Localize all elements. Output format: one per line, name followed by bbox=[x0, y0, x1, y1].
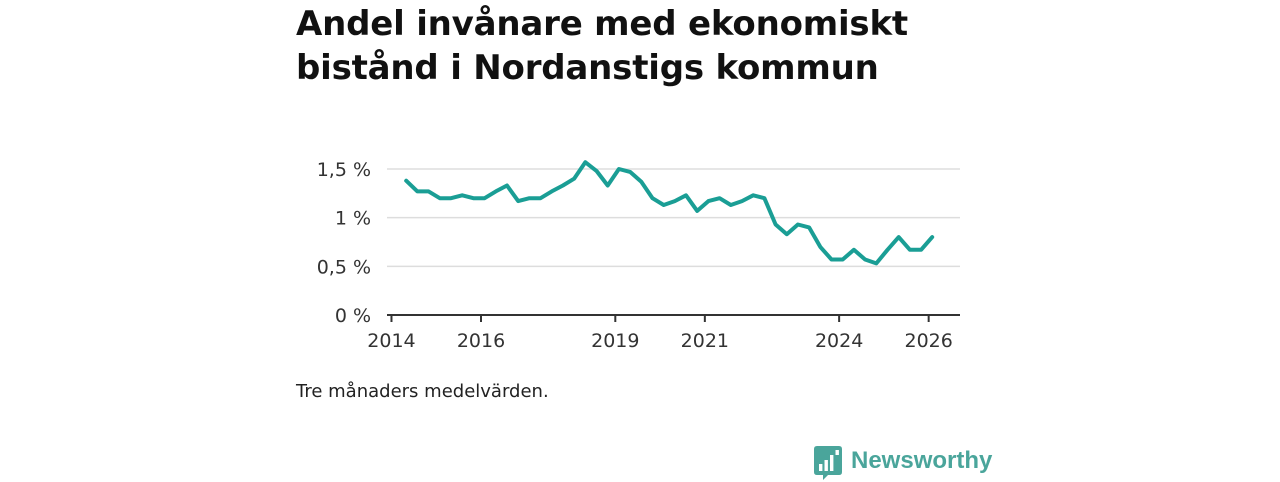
bar-chart-icon bbox=[814, 446, 842, 480]
x-tick-label: 2026 bbox=[904, 330, 952, 352]
x-axis: 2014 2016 2019 2021 2024 2026 bbox=[367, 314, 960, 352]
x-tick-label: 2021 bbox=[681, 330, 729, 352]
brand-name: Newsworthy bbox=[851, 447, 993, 474]
y-tick-label: 0 % bbox=[335, 305, 371, 327]
y-axis-labels: 0 % 0,5 % 1 % 1,5 % bbox=[317, 159, 371, 327]
grid-lines bbox=[387, 168, 960, 268]
chart-note: Tre månaders medelvärden. bbox=[296, 381, 549, 402]
newsworthy-brand[interactable]: Newsworthy bbox=[814, 446, 992, 482]
y-tick-label: 0,5 % bbox=[317, 256, 371, 278]
series-line bbox=[404, 160, 935, 266]
chart-title: Andel invånare med ekonomiskt bistånd i … bbox=[296, 4, 908, 88]
x-tick-label: 2024 bbox=[815, 330, 863, 352]
series-lines bbox=[404, 160, 935, 266]
y-tick-label: 1,5 % bbox=[317, 159, 371, 181]
y-tick-label: 1 % bbox=[335, 208, 371, 230]
x-tick-label: 2014 bbox=[367, 330, 415, 352]
x-tick-label: 2019 bbox=[591, 330, 639, 352]
x-tick-label: 2016 bbox=[457, 330, 505, 352]
